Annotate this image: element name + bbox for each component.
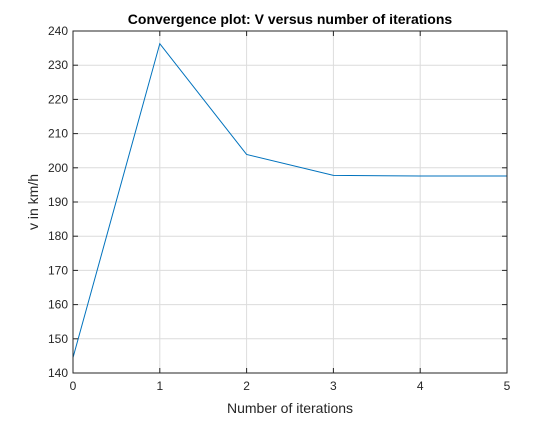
- chart-title: Convergence plot: V versus number of ite…: [128, 11, 453, 27]
- y-tick-label: 160: [48, 298, 68, 312]
- x-tick-label: 2: [243, 379, 250, 393]
- x-tick-label: 0: [70, 379, 77, 393]
- y-tick-label: 200: [48, 161, 68, 175]
- y-tick-label: 150: [48, 332, 68, 346]
- x-axis-title: Number of iterations: [227, 400, 353, 416]
- y-tick-label: 140: [48, 366, 68, 380]
- y-tick-label: 220: [48, 92, 68, 106]
- x-tick-label: 4: [417, 379, 424, 393]
- series-layer: [72, 42, 507, 358]
- y-tick-label: 190: [48, 195, 68, 209]
- series-line: [72, 42, 507, 358]
- y-tick-label: 240: [48, 24, 68, 38]
- y-tick-label: 210: [48, 127, 68, 141]
- x-tick-label: 1: [156, 379, 163, 393]
- y-tick-label: 170: [48, 263, 68, 277]
- y-tick-label: 180: [48, 229, 68, 243]
- x-tick-label: 3: [330, 379, 337, 393]
- grid: [72, 30, 508, 374]
- x-tick-label: 5: [504, 379, 511, 393]
- y-axis-title: v in km/h: [25, 174, 41, 230]
- ticks: 0 1 2 3 4 5 140 150 160 170 180 190 200 210 220 230 240: [48, 24, 511, 393]
- y-tick-label: 230: [48, 58, 68, 72]
